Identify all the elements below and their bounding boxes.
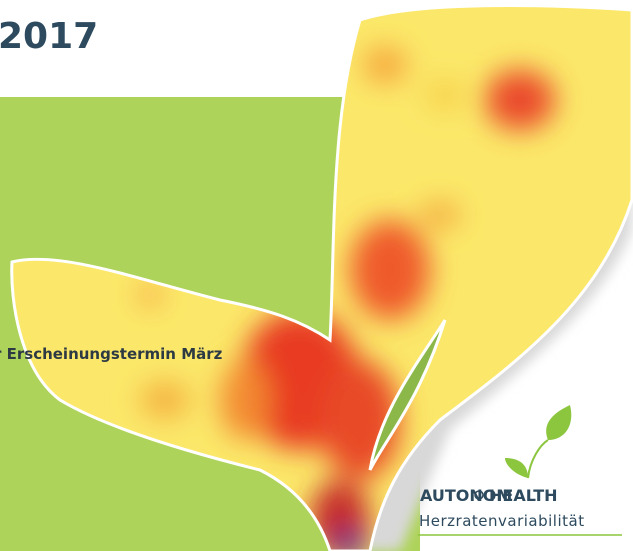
logo-name-right: HEALTH <box>489 486 558 505</box>
release-note: r Erscheinungstermin März <box>0 345 222 363</box>
year: 2017 <box>0 16 98 57</box>
cover-page: 2017 r Erscheinungstermin März AUTONOM H… <box>0 0 633 551</box>
logo-tagline: Herzratenvariabilität <box>419 512 585 530</box>
artwork <box>0 0 633 551</box>
logo-plant <box>505 405 571 478</box>
